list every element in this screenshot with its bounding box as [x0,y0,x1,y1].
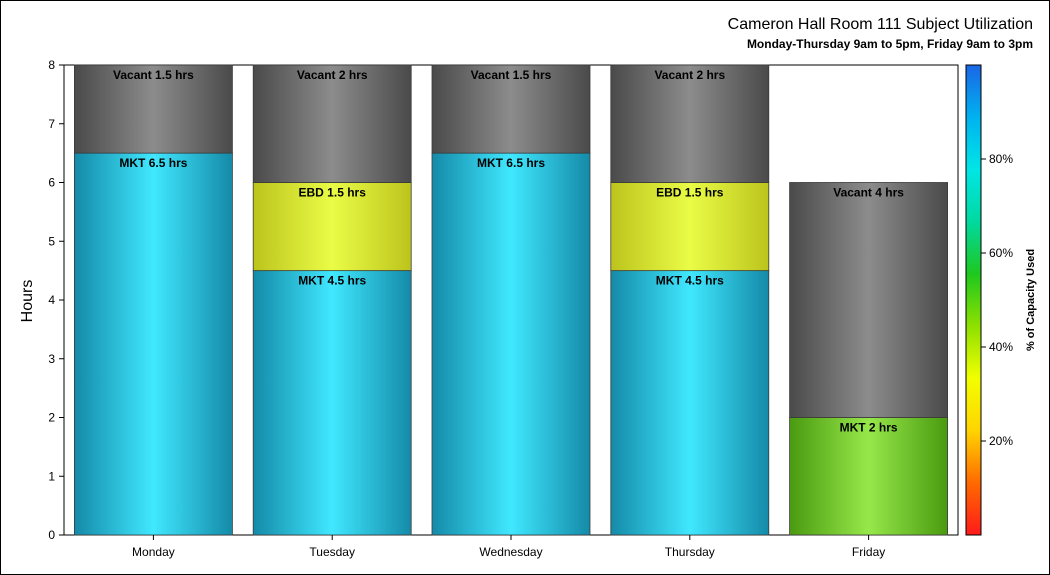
y-tick-label: 1 [48,469,55,483]
x-tick-label: Thursday [665,545,715,559]
y-tick-label: 0 [48,528,55,542]
bar-segment-vacant [431,64,591,154]
segment-data-label: EBD 1.5 hrs [656,186,724,200]
colorbar-tick-label: 80% [989,152,1013,166]
chart-subtitle: Monday-Thursday 9am to 5pm, Friday 9am t… [747,37,1033,51]
bar-segment-vacant [74,64,233,154]
bar-segment-mkt [431,152,591,536]
colorbar-title: % of Capacity Used [1025,249,1037,351]
segment-data-label: MKT 6.5 hrs [119,156,187,170]
bar-segment-vacant [252,64,412,183]
segment-data-label: Vacant 4 hrs [833,186,904,200]
y-axis-title: Hours [19,280,36,323]
bar-segment-ebd [610,182,770,272]
bar-wednesday: MKT 6.5 hrs Vacant 1.5 hrs [431,64,591,536]
bar-thursday: MKT 4.5 hrs EBD 1.5 hrs Vacant 2 hrs [610,64,770,536]
bar-segment-mkt [74,152,233,536]
x-tick-label: Tuesday [309,545,355,559]
y-tick-label: 3 [48,352,55,366]
segment-data-label: MKT 4.5 hrs [656,274,724,288]
y-tick-label: 4 [48,293,55,307]
bar-segment-mkt [789,417,948,536]
y-tick-label: 8 [48,58,55,72]
segment-data-label: Vacant 2 hrs [654,68,725,82]
segment-data-label: Vacant 1.5 hrs [471,68,552,82]
segment-data-label: MKT 6.5 hrs [477,156,545,170]
colorbar-legend: 20% 40% 60% 80% % of Capacity Used [965,64,1037,536]
segment-data-label: MKT 2 hrs [840,421,898,435]
y-tick-label: 2 [48,411,55,425]
bar-segment-mkt [252,270,412,536]
bar-segment-mkt [610,270,770,536]
bar-segment-vacant [789,182,948,418]
segment-data-label: Vacant 2 hrs [297,68,368,82]
colorbar-tick-label: 60% [989,246,1013,260]
bar-tuesday: MKT 4.5 hrs EBD 1.5 hrs Vacant 2 hrs [252,64,412,536]
bar-monday: MKT 6.5 hrs Vacant 1.5 hrs [74,64,233,536]
plot-area: 0 1 2 3 4 5 6 7 8 MKT 6.5 hrs Vacant 1.5 hrs Monday… [48,58,959,559]
colorbar-scale [965,64,982,536]
bar-friday: MKT 2 hrs Vacant 4 hrs [789,182,948,536]
bar-segment-vacant [610,64,770,183]
chart-title: Cameron Hall Room 111 Subject Utilizatio… [728,16,1033,33]
colorbar-tick-label: 40% [989,340,1013,354]
y-tick-label: 7 [48,117,55,131]
y-tick-label: 6 [48,176,55,190]
x-tick-label: Wednesday [479,545,542,559]
x-tick-label: Friday [852,545,885,559]
segment-data-label: EBD 1.5 hrs [299,186,367,200]
y-tick-label: 5 [48,234,55,248]
x-tick-label: Monday [132,545,175,559]
segment-data-label: Vacant 1.5 hrs [113,68,194,82]
bar-segment-ebd [252,182,412,272]
segment-data-label: MKT 4.5 hrs [298,274,366,288]
colorbar-tick-label: 20% [989,434,1013,448]
